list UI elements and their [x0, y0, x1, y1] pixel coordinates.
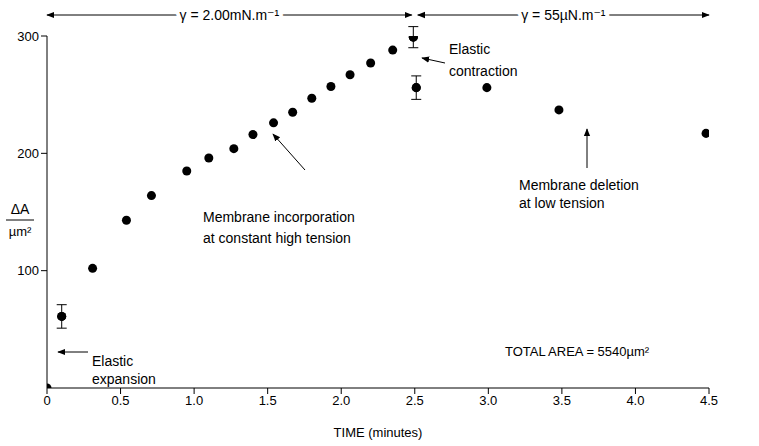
svg-text:contraction: contraction [449, 63, 517, 79]
svg-text:2.5: 2.5 [406, 393, 424, 408]
svg-text:γ = 55µN.m⁻¹: γ = 55µN.m⁻¹ [521, 7, 606, 23]
svg-text:Membrane deletion: Membrane deletion [519, 177, 639, 193]
svg-text:expansion: expansion [92, 371, 156, 387]
svg-text:3.0: 3.0 [479, 393, 497, 408]
svg-text:0.5: 0.5 [112, 393, 130, 408]
svg-text:200: 200 [17, 146, 39, 161]
svg-text:4.5: 4.5 [700, 393, 718, 408]
svg-text:4.0: 4.0 [626, 393, 644, 408]
svg-text:Membrane incorporation: Membrane incorporation [203, 209, 355, 225]
svg-text:at low tension: at low tension [519, 195, 605, 211]
svg-text:1.0: 1.0 [185, 393, 203, 408]
svg-text:TOTAL AREA = 5540µm²: TOTAL AREA = 5540µm² [505, 344, 650, 359]
svg-text:0: 0 [43, 393, 50, 408]
svg-text:3.5: 3.5 [553, 393, 571, 408]
svg-text:100: 100 [17, 263, 39, 278]
svg-text:Elastic: Elastic [449, 41, 490, 57]
svg-text:at constant high tension: at constant high tension [203, 230, 351, 246]
svg-text:300: 300 [17, 29, 39, 44]
svg-text:γ = 2.00mN.m⁻¹: γ = 2.00mN.m⁻¹ [180, 7, 280, 23]
svg-text:2.0: 2.0 [332, 393, 350, 408]
svg-text:Elastic: Elastic [92, 353, 133, 369]
svg-text:ΔA: ΔA [11, 201, 30, 217]
svg-text:TIME (minutes): TIME (minutes) [334, 425, 423, 440]
svg-text:1.5: 1.5 [259, 393, 277, 408]
svg-text:µm²: µm² [9, 224, 32, 239]
